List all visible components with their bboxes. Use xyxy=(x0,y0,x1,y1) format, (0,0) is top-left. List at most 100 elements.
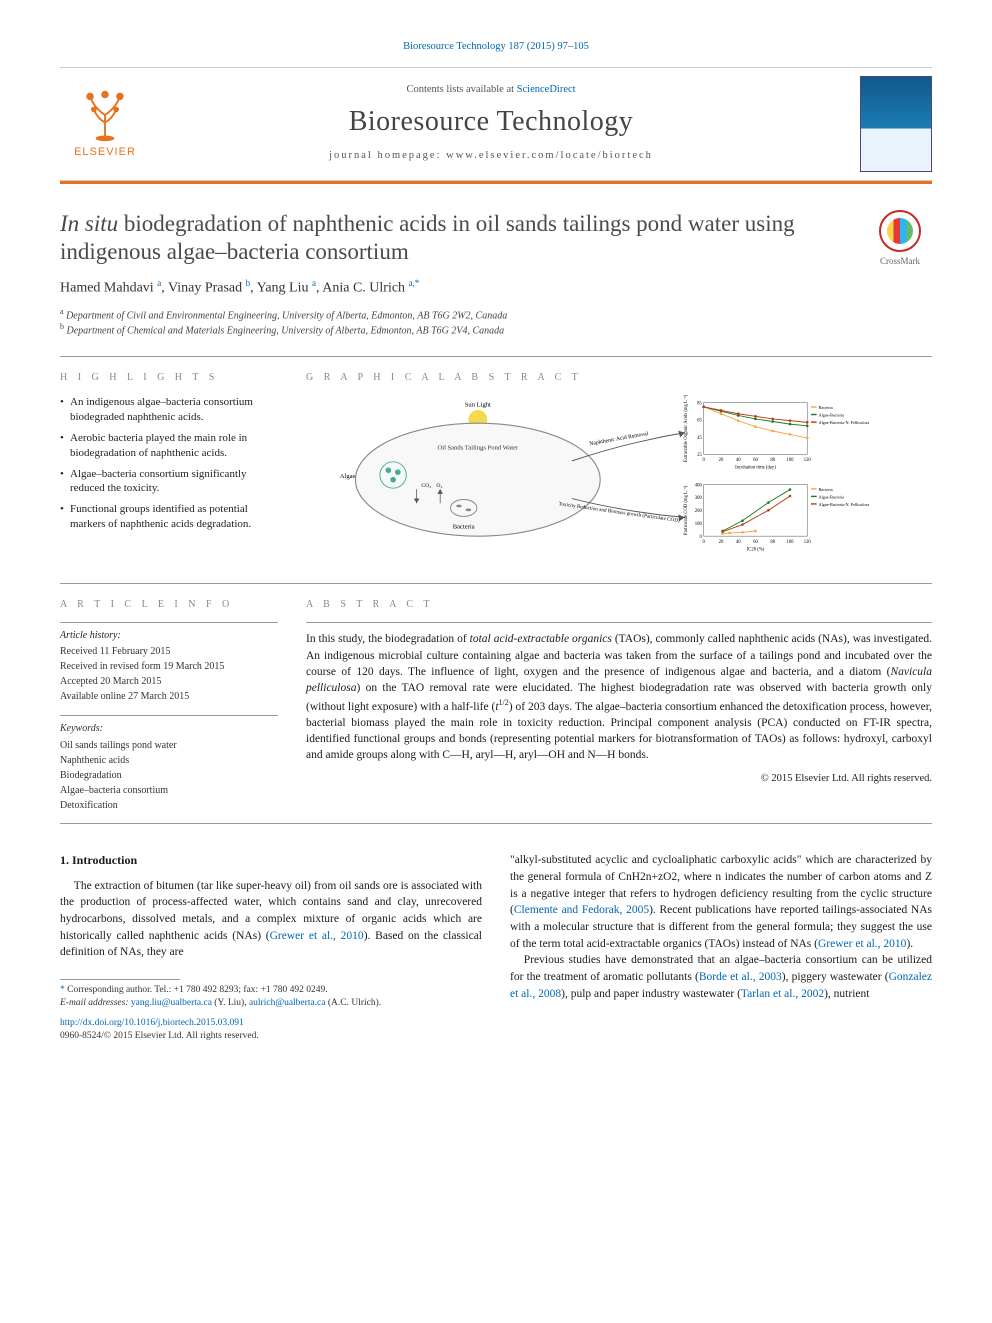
affiliations: a Department of Civil and Environmental … xyxy=(60,307,932,339)
svg-text:CO₂: CO₂ xyxy=(421,483,431,489)
keyword-item: Naphthenic acids xyxy=(60,753,278,768)
abstract-body: In this study, the biodegradation of tot… xyxy=(306,631,932,763)
citation-link[interactable]: Grewer et al., 2010 xyxy=(270,930,364,942)
keywords-list: Oil sands tailings pond waterNaphthenic … xyxy=(60,738,278,813)
ai-rule-2 xyxy=(60,715,278,716)
doi-link[interactable]: http://dx.doi.org/10.1016/j.biortech.201… xyxy=(60,1017,482,1031)
svg-text:100: 100 xyxy=(786,458,794,463)
svg-text:Sun Light: Sun Light xyxy=(465,401,491,408)
cover-thumb-block xyxy=(832,76,932,172)
publisher-logo-block: ELSEVIER xyxy=(60,87,150,160)
footnote-separator xyxy=(60,979,180,980)
crossmark-badge-block[interactable]: CrossMark xyxy=(868,210,932,268)
keywords-head: Keywords: xyxy=(60,722,278,736)
svg-text:Bacteria: Bacteria xyxy=(819,405,833,410)
svg-text:Naphthenic Acid Removal: Naphthenic Acid Removal xyxy=(589,431,649,447)
keyword-item: Algae–bacteria consortium xyxy=(60,783,278,798)
title-row: In situ biodegradation of naphthenic aci… xyxy=(60,210,932,268)
history-line: Received in revised form 19 March 2015 xyxy=(60,660,278,674)
footnotes: * Corresponding author. Tel.: +1 780 492… xyxy=(60,984,482,1011)
graphical-abstract-label: G R A P H I C A L A B S T R A C T xyxy=(306,371,932,385)
article-history-head: Article history: xyxy=(60,629,278,643)
title-italic-prefix: In situ xyxy=(60,211,118,236)
svg-text:65: 65 xyxy=(697,419,702,424)
article-history-block: Article history: Received 11 February 20… xyxy=(60,629,278,704)
header-center: Contents lists available at ScienceDirec… xyxy=(162,83,820,164)
email-link[interactable]: yang.liu@ualberta.ca xyxy=(131,998,212,1008)
contents-prefix: Contents lists available at xyxy=(406,84,516,95)
body-two-columns: 1. Introduction The extraction of bitume… xyxy=(60,852,932,1044)
svg-text:200: 200 xyxy=(695,509,703,514)
keywords-block: Keywords: Oil sands tailings pond waterN… xyxy=(60,722,278,813)
svg-text:Particulate COD (mg L⁻¹): Particulate COD (mg L⁻¹) xyxy=(683,485,689,535)
journal-cover-thumbnail xyxy=(860,76,932,172)
homepage-url[interactable]: www.elsevier.com/locate/biortech xyxy=(446,150,653,161)
abstract-label: A B S T R A C T xyxy=(306,598,932,612)
svg-text:40: 40 xyxy=(736,540,741,545)
highlights-list: An indigenous algae–bacteria consortium … xyxy=(60,395,278,532)
journal-homepage-line: journal homepage: www.elsevier.com/locat… xyxy=(162,149,820,164)
svg-text:20: 20 xyxy=(719,458,724,463)
svg-text:IC20 (%): IC20 (%) xyxy=(747,547,765,552)
email-link[interactable]: aulrich@ualberta.ca xyxy=(249,998,326,1008)
history-line: Accepted 20 March 2015 xyxy=(60,675,278,689)
abs-rule xyxy=(306,622,932,623)
info-abstract-row: A R T I C L E I N F O Article history: R… xyxy=(60,598,932,813)
crossmark-icon xyxy=(879,210,921,252)
issn-line: 0960-8524/© 2015 Elsevier Ltd. All right… xyxy=(60,1030,482,1044)
svg-text:Bacteria: Bacteria xyxy=(453,524,475,531)
highlights-label: H I G H L I G H T S xyxy=(60,371,278,385)
svg-text:Algae-Bacteria: Algae-Bacteria xyxy=(819,413,845,418)
svg-text:0: 0 xyxy=(703,540,706,545)
homepage-label: journal homepage: xyxy=(329,150,446,161)
svg-text:45: 45 xyxy=(697,436,702,441)
rule-above-abstract xyxy=(60,583,932,584)
ai-rule-1 xyxy=(60,622,278,623)
journal-citation: Bioresource Technology 187 (2015) 97–105 xyxy=(60,40,932,55)
contents-lists-line: Contents lists available at ScienceDirec… xyxy=(162,83,820,98)
citation-link[interactable]: Borde et al., 2003 xyxy=(699,971,782,983)
svg-text:120: 120 xyxy=(804,458,812,463)
svg-text:Algae-Bacteria: Algae-Bacteria xyxy=(819,495,845,500)
svg-text:80: 80 xyxy=(770,540,775,545)
email-addresses: E-mail addresses: yang.liu@ualberta.ca (… xyxy=(60,997,482,1010)
crossmark-label: CrossMark xyxy=(880,255,920,268)
citation-link[interactable]: Grewer et al., 2010 xyxy=(818,938,906,950)
graphabs-col: G R A P H I C A L A B S T R A C T Sun Li… xyxy=(306,371,932,583)
svg-text:Bacteria: Bacteria xyxy=(819,487,833,492)
article-title: In situ biodegradation of naphthenic aci… xyxy=(60,210,856,268)
svg-text:85: 85 xyxy=(697,402,702,407)
intro-p1: The extraction of bitumen (tar like supe… xyxy=(60,878,482,961)
highlights-col: H I G H L I G H T S An indigenous algae–… xyxy=(60,371,278,583)
svg-text:0: 0 xyxy=(703,458,706,463)
citation-link[interactable]: Clemente and Fedorak, 2005 xyxy=(514,904,649,916)
keyword-item: Detoxification xyxy=(60,798,278,813)
svg-text:O₂: O₂ xyxy=(436,483,442,489)
rule-above-cols xyxy=(60,356,932,357)
authors-line: Hamed Mahdavi a, Vinay Prasad b, Yang Li… xyxy=(60,277,932,298)
svg-text:400: 400 xyxy=(695,483,703,488)
graphical-abstract-figure: Sun Light Oil Sands Tailings Pond Water Al… xyxy=(306,395,932,555)
svg-text:Incubation time (day): Incubation time (day) xyxy=(735,466,776,471)
article-info-label: A R T I C L E I N F O xyxy=(60,598,278,612)
keyword-item: Oil sands tailings pond water xyxy=(60,738,278,753)
svg-text:60: 60 xyxy=(753,540,758,545)
keyword-item: Biodegradation xyxy=(60,768,278,783)
svg-text:300: 300 xyxy=(695,496,703,501)
sciencedirect-link[interactable]: ScienceDirect xyxy=(517,84,576,95)
highlight-item: An indigenous algae–bacteria consortium … xyxy=(60,395,278,425)
corresponding-author: * Corresponding author. Tel.: +1 780 492… xyxy=(60,984,482,997)
elsevier-tree-icon xyxy=(77,87,133,143)
svg-text:80: 80 xyxy=(770,458,775,463)
article-info-col: A R T I C L E I N F O Article history: R… xyxy=(60,598,278,813)
svg-text:Oil Sands Tailings Pond Water: Oil Sands Tailings Pond Water xyxy=(438,445,519,452)
svg-text:Algae: Algae xyxy=(340,473,356,480)
svg-text:Extractable Organic Acids (mg: Extractable Organic Acids (mg L⁻¹) xyxy=(683,395,689,462)
highlight-item: Aerobic bacteria played the main role in… xyxy=(60,431,278,461)
intro-p2: "alkyl-substituted acyclic and cycloalip… xyxy=(510,852,932,952)
citation-link[interactable]: Tarlan et al., 2002 xyxy=(741,988,824,1000)
journal-header: ELSEVIER Contents lists available at Sci… xyxy=(60,67,932,181)
svg-text:100: 100 xyxy=(786,540,794,545)
elsevier-wordmark: ELSEVIER xyxy=(74,145,136,160)
intro-p3: Previous studies have demonstrated that … xyxy=(510,952,932,1002)
